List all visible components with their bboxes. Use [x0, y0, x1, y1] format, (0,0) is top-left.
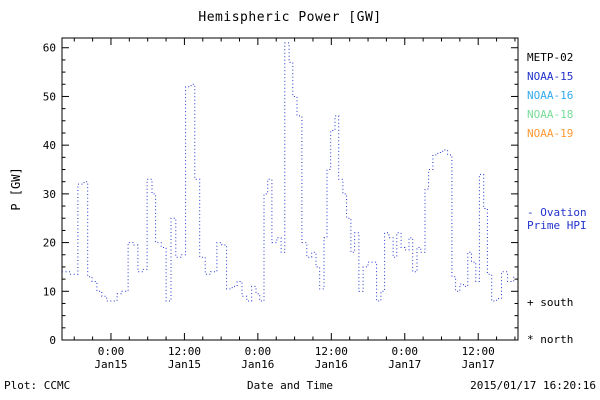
chart-title: Hemispheric Power [GW] — [198, 10, 382, 25]
ovation-label-line2: Prime HPI — [527, 219, 587, 232]
ovation-label-line1: - Ovation — [527, 206, 587, 219]
axis-ticks — [62, 38, 518, 341]
x-tick-label-date: Jan15 — [168, 358, 201, 371]
x-tick-label-time: 0:00 — [245, 345, 272, 358]
legend-ovation-prime-hpi: - Ovation Prime HPI — [527, 206, 587, 232]
plot-credit: Plot: CCMC — [4, 379, 71, 392]
axis-tick-labels: 01020304050600:00Jan1512:00Jan150:00Jan1… — [43, 42, 495, 371]
hpi-series-path — [62, 42, 515, 302]
legend-satellites: METP-02 NOAA-15 NOAA-16 NOAA-18 NOAA-19 — [527, 48, 573, 143]
x-tick-label-time: 12:00 — [168, 345, 201, 358]
y-tick-label: 0 — [49, 334, 56, 347]
plot-timestamp: 2015/01/17 16:20:16 — [470, 379, 596, 392]
y-tick-label: 20 — [43, 237, 56, 250]
legend-item-metp02: METP-02 — [527, 51, 574, 64]
x-tick-label-date: Jan16 — [315, 358, 348, 371]
south-marker-note: + south — [527, 296, 574, 309]
legend-item-noaa16: NOAA-16 — [527, 89, 574, 102]
y-tick-label: 50 — [43, 90, 56, 103]
x-tick-label-time: 12:00 — [462, 345, 495, 358]
legend-item-noaa18: NOAA-18 — [527, 108, 574, 121]
north-marker-note: * north — [527, 333, 574, 346]
y-tick-label: 30 — [43, 188, 56, 201]
y-tick-label: 40 — [43, 139, 56, 152]
legend-item-noaa19: NOAA-19 — [527, 127, 574, 140]
x-tick-label-date: Jan17 — [388, 358, 421, 371]
x-tick-label-time: 0:00 — [392, 345, 419, 358]
legend-item-noaa15: NOAA-15 — [527, 70, 574, 83]
x-tick-label-date: Jan17 — [462, 358, 495, 371]
x-tick-label-date: Jan16 — [241, 358, 274, 371]
x-tick-label-date: Jan15 — [94, 358, 127, 371]
x-tick-label-time: 12:00 — [315, 345, 348, 358]
x-axis-label: Date and Time — [246, 379, 334, 392]
y-tick-label: 10 — [43, 285, 56, 298]
plot-frame — [61, 37, 519, 341]
y-tick-label: 60 — [43, 42, 56, 55]
x-tick-label-time: 0:00 — [98, 345, 125, 358]
